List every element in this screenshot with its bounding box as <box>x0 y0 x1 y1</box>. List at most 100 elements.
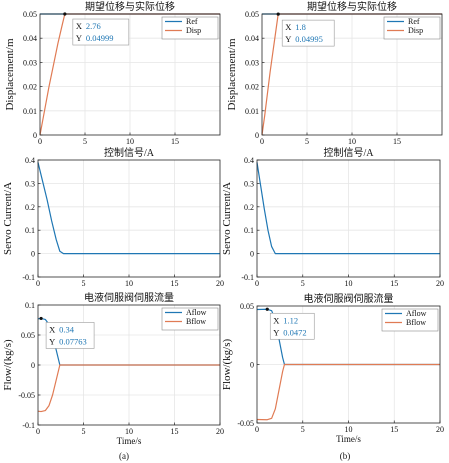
figure-label-a: (a) <box>119 451 129 461</box>
datatip-x-value: 0.34 <box>59 324 75 334</box>
series-line-bflow <box>37 364 220 413</box>
y-axis-label: Displacement/m <box>4 38 16 111</box>
x-tick-label: 20 <box>216 279 224 288</box>
datatip-x-label: X <box>285 22 291 32</box>
x-tick-label: 0 <box>260 137 264 146</box>
y-tick-label: 0.2 <box>244 203 254 212</box>
legend-entry: Bflow <box>406 318 426 327</box>
y-tick-label: 0.05 <box>23 10 37 19</box>
datatip-box <box>45 322 95 349</box>
legend-entry: Aflow <box>186 308 207 317</box>
y-tick-label: 0.3 <box>244 179 254 188</box>
y-tick-label: 0.05 <box>245 10 259 19</box>
datatip-y-label: Y <box>49 336 55 346</box>
legend-entry: Bflow <box>186 317 206 326</box>
datatip: X 0.34 Y 0.07763 <box>39 316 95 349</box>
datatip-x-value: 1.8 <box>295 22 306 32</box>
datatip-y-label: Y <box>273 327 279 337</box>
y-axis-label: Servo Current/A <box>221 182 233 255</box>
y-axis-label: Flow/(kg/s) <box>2 339 14 391</box>
y-tick-label: 0 <box>250 361 254 370</box>
y-tick-label: 0 <box>250 250 254 259</box>
chart-title: 电液伺服阀伺服流量 <box>304 292 394 305</box>
y-tick-label: 0.2 <box>25 203 35 212</box>
datatip-x-label: X <box>49 324 55 334</box>
datatip-y-value: 0.04999 <box>86 33 114 43</box>
x-tick-label: 15 <box>393 137 401 146</box>
legend-entry: Ref <box>186 17 198 26</box>
datatip-x-value: 2.76 <box>86 21 101 31</box>
axes-frame <box>37 304 221 426</box>
y-tick-label: 0.03 <box>23 58 37 67</box>
datatip-x-label: X <box>273 315 279 325</box>
y-axis-label: Servo Current/A <box>2 182 14 255</box>
y-axis-label: Displacement/m <box>226 38 238 111</box>
x-tick-label: 5 <box>301 279 305 288</box>
y-tick-label: 0.02 <box>23 83 37 92</box>
legend-box <box>383 16 441 40</box>
y-tick-label: 0.4 <box>25 156 35 165</box>
series-line-signal <box>37 162 220 255</box>
datatip: X 1.8 Y 0.04995 <box>276 12 335 47</box>
y-tick-label: 0.1 <box>25 226 35 235</box>
x-tick-label: 5 <box>82 279 86 288</box>
y-tick-label: 0.01 <box>23 107 37 116</box>
datatip-x-value: 1.12 <box>283 315 298 325</box>
y-tick-label: -0.05 <box>237 419 254 428</box>
x-tick-label: 20 <box>436 279 444 288</box>
legend-entry: Aflow <box>406 309 427 318</box>
x-axis-label: Time/s <box>336 434 361 444</box>
y-tick-label: 0 <box>31 250 35 259</box>
datatip-y-value: 0.04995 <box>295 34 323 44</box>
chart-title: 电液伺服阀伺服流量 <box>84 291 174 304</box>
datatip-box <box>72 18 130 46</box>
y-tick-label: 0.04 <box>23 34 37 43</box>
figure-label-b: (b) <box>340 451 351 461</box>
y-axis-label: Flow/(kg/s) <box>221 338 233 390</box>
y-tick-label: 0.04 <box>245 34 259 43</box>
x-tick-label: 0 <box>36 427 40 436</box>
legend-box <box>161 16 219 40</box>
x-tick-label: 15 <box>171 137 179 146</box>
legend-entry: Disp <box>408 26 423 35</box>
datatip: X 1.12 Y 0.0472 <box>265 307 315 340</box>
series-line-signal <box>256 162 440 255</box>
datatip-y-value: 0.07763 <box>59 336 87 346</box>
chart-title: 控制信号/A <box>324 146 375 159</box>
datatip-marker <box>276 12 280 16</box>
x-tick-label: 10 <box>345 425 353 434</box>
datatip-marker <box>63 12 67 16</box>
x-tick-label: 20 <box>436 425 444 434</box>
x-tick-label: 5 <box>82 427 86 436</box>
axes-frame <box>39 13 221 136</box>
x-tick-label: 15 <box>390 279 398 288</box>
datatip-x-label: X <box>76 21 82 31</box>
axes-frame <box>37 159 221 278</box>
x-tick-label: 5 <box>305 137 309 146</box>
chart-flow-b: 0 5 10 15 20-0.0500.05电液伺服阀伺服流量Flow/(kg/s)Ti… <box>221 292 444 444</box>
legend-box <box>381 308 439 332</box>
y-tick-label: 0.03 <box>245 58 259 67</box>
x-tick-label: 0 <box>38 137 42 146</box>
x-tick-label: 5 <box>301 425 305 434</box>
datatip-marker <box>265 307 269 311</box>
datatip-y-label: Y <box>285 34 291 44</box>
y-tick-label: 0.02 <box>245 83 259 92</box>
chart-disp-a: 0 5 10 15 0 0.01 0.02 0.03 0.04 0.05 期望位移与实际位移 Disp… <box>4 0 221 146</box>
legend-box <box>161 307 219 331</box>
chart-disp-b: 0 5 10 15 0 0.01 0.02 0.03 0.04 0.05 期望位移与实际位移 Disp… <box>226 0 443 146</box>
legend-entry: Ref <box>408 17 420 26</box>
chart-title: 期望位移与实际位移 <box>307 0 397 13</box>
legend-entry: Disp <box>186 26 201 35</box>
x-tick-label: 10 <box>348 137 356 146</box>
y-tick-label: 0 <box>255 131 259 140</box>
chart-flow-a: 0 5 10 15 20 -0.1 -0.05 0 0.05 0.1 电液伺服阀伺服流量 Flow/(… <box>2 291 224 446</box>
x-tick-label: 0 <box>255 425 259 434</box>
y-tick-label: -0.1 <box>241 273 254 282</box>
